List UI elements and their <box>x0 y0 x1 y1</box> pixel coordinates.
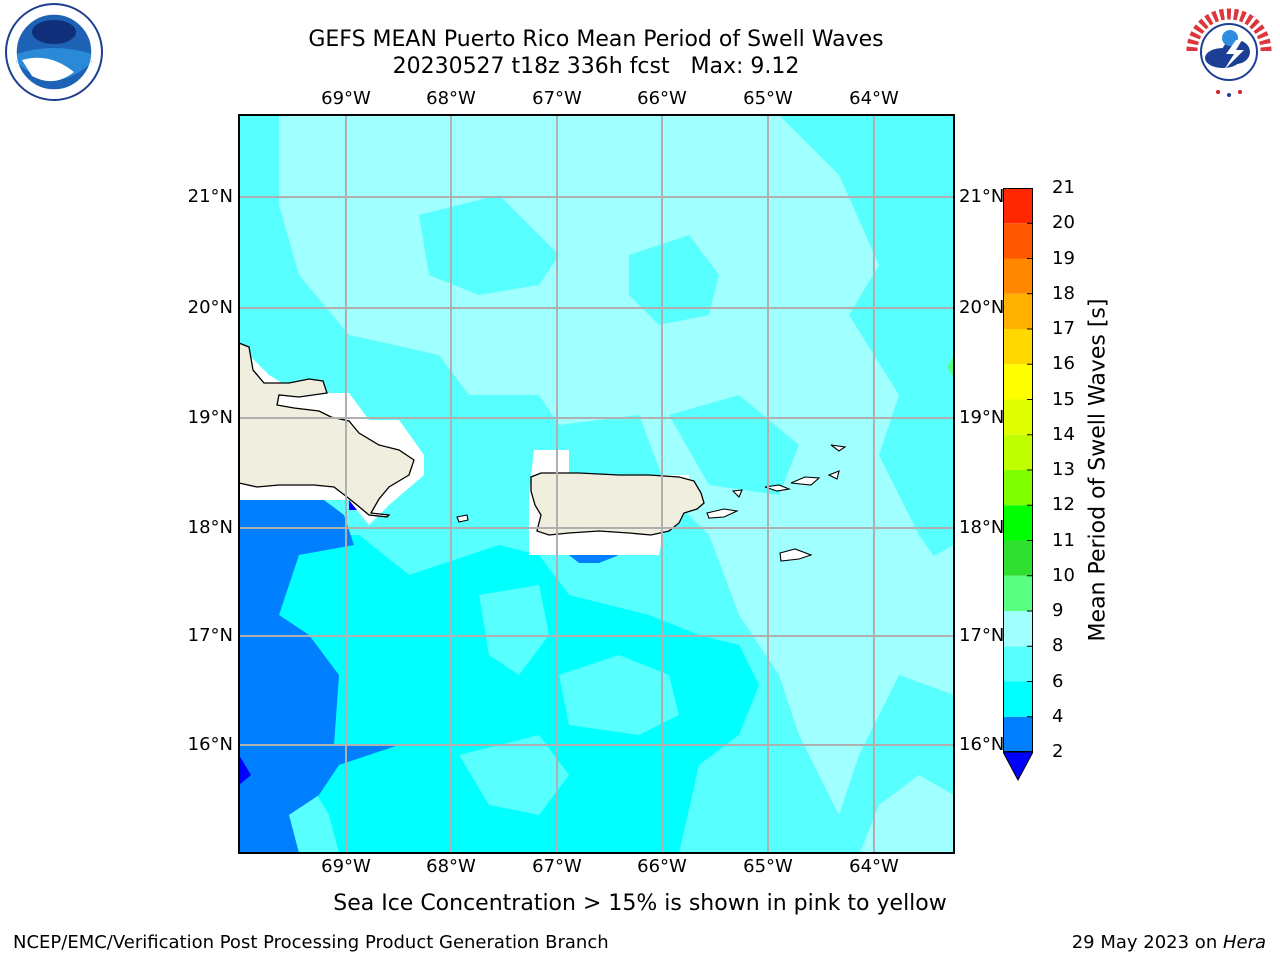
lat-label-left: 20°N <box>187 297 233 318</box>
lat-label-right: 16°N <box>959 734 1005 755</box>
colorbar-cell <box>1003 293 1033 329</box>
lat-label-left: 21°N <box>187 186 233 207</box>
colorbar-tick-label: 19 <box>1052 247 1075 269</box>
lat-label-right: 18°N <box>959 517 1005 538</box>
colorbar-tick-label: 14 <box>1052 423 1075 445</box>
colorbar-tick-label: 16 <box>1052 353 1075 375</box>
footer-machine: Hera <box>1222 932 1266 953</box>
colorbar-tick-label: 17 <box>1052 318 1075 339</box>
colorbar-tick-label: 15 <box>1052 388 1075 410</box>
colorbar-cell <box>1003 223 1033 259</box>
colorbar-tick-label: 13 <box>1052 459 1075 480</box>
colorbar-tick-label: 20 <box>1052 212 1075 234</box>
colorbar-cell <box>1003 399 1033 435</box>
colorbar-tick-label: 21 <box>1052 177 1075 198</box>
colorbar-tick-label: 11 <box>1052 529 1075 551</box>
colorbar-tick-label: 10 <box>1052 564 1075 586</box>
footer-date: 29 May 2023 on Hera <box>1072 932 1266 953</box>
lon-label-bottom: 67°W <box>532 856 582 877</box>
colorbar-tick-label: 12 <box>1052 494 1075 516</box>
colorbar-cell <box>1003 470 1033 506</box>
lon-label-top: 67°W <box>532 88 582 109</box>
lon-label-top: 64°W <box>849 88 899 109</box>
lon-label-top: 68°W <box>426 88 476 109</box>
colorbar-cell <box>1003 540 1033 576</box>
colorbar-cell <box>1003 505 1033 541</box>
colorbar-cell <box>1003 646 1033 682</box>
colorbar-tick-label: 8 <box>1052 635 1064 657</box>
colorbar-cell <box>1003 611 1033 647</box>
map-title: GEFS MEAN Puerto Rico Mean Period of Swe… <box>308 27 884 52</box>
colorbar-tick-label: 18 <box>1052 282 1075 304</box>
lat-label-right: 19°N <box>959 407 1005 428</box>
lat-label-right: 17°N <box>959 625 1005 646</box>
map-subtitle-forecast: 20230527 t18z 336h fcst Max: 9.12 <box>392 54 800 79</box>
lon-label-top: 66°W <box>637 88 687 109</box>
sea-ice-note: Sea Ice Concentration > 15% is shown in … <box>333 891 947 916</box>
lat-label-left: 16°N <box>187 734 233 755</box>
lat-label-right: 20°N <box>959 297 1005 318</box>
lat-label-left: 18°N <box>187 517 233 538</box>
colorbar-cell <box>1003 258 1033 294</box>
colorbar-cell <box>1003 681 1033 717</box>
lon-label-bottom: 64°W <box>849 856 899 877</box>
colorbar <box>1003 188 1033 782</box>
colorbar-under-triangle <box>1003 751 1033 782</box>
colorbar-tick-label: 4 <box>1052 705 1064 727</box>
swell-field <box>239 115 954 853</box>
colorbar-title: Mean Period of Swell Waves [s] <box>1085 298 1111 642</box>
footer-org: NCEP/EMC/Verification Post Processing Pr… <box>13 932 609 953</box>
colorbar-cell <box>1003 364 1033 400</box>
lon-label-top: 69°W <box>321 88 371 109</box>
lon-label-top: 65°W <box>743 88 793 109</box>
nws-logo-icon <box>1181 3 1277 99</box>
lon-label-bottom: 66°W <box>637 856 687 877</box>
colorbar-tick-label: 9 <box>1052 600 1064 621</box>
swell-period-map <box>239 115 954 853</box>
colorbar-cell <box>1003 575 1033 611</box>
colorbar-cell <box>1003 716 1033 752</box>
lat-label-right: 21°N <box>959 186 1005 207</box>
footer-date-text: 29 May 2023 on <box>1071 932 1223 953</box>
colorbar-cell <box>1003 329 1033 365</box>
lon-label-bottom: 69°W <box>321 856 371 877</box>
lat-label-left: 19°N <box>187 407 233 428</box>
colorbar-tick-label: 6 <box>1052 670 1064 692</box>
colorbar-cell <box>1003 188 1033 224</box>
lat-label-left: 17°N <box>187 625 233 646</box>
colorbar-cell <box>1003 434 1033 470</box>
lon-label-bottom: 65°W <box>743 856 793 877</box>
lon-label-bottom: 68°W <box>426 856 476 877</box>
colorbar-tick-label: 2 <box>1052 741 1064 762</box>
noaa-logo-icon <box>5 3 103 101</box>
